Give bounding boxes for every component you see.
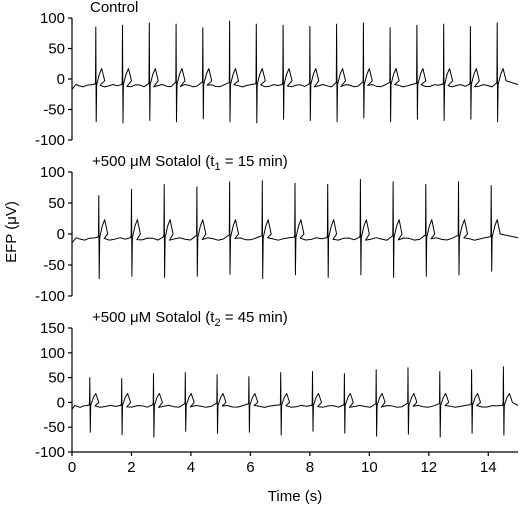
panel-title: Control [90, 0, 138, 16]
x-tick-label: 4 [187, 459, 195, 476]
y-tick-label: -50 [43, 419, 65, 436]
y-tick-label: -100 [35, 444, 65, 461]
y-tick-label: 0 [57, 226, 65, 243]
y-tick-label: -100 [35, 288, 65, 305]
x-tick-label: 10 [361, 459, 378, 476]
y-tick-label: 100 [40, 10, 65, 27]
y-tick-label: 0 [57, 394, 65, 411]
y-tick-label: 150 [40, 320, 65, 337]
x-tick-label: 6 [246, 459, 254, 476]
x-tick-label: 14 [480, 459, 497, 476]
efp-trace [71, 178, 519, 280]
y-tick-label: 0 [57, 71, 65, 88]
y-tick-label: 100 [40, 345, 65, 362]
efp-trace [71, 20, 519, 124]
x-axis-title: Time (s) [268, 488, 322, 505]
y-tick-label: -100 [35, 132, 65, 149]
panel-title: +500 μM Sotalol (t1 = 15 min) [92, 153, 288, 173]
efp-trace [71, 366, 519, 438]
y-tick-label: -50 [43, 102, 65, 119]
panel-title: +500 μM Sotalol (t2 = 45 min) [92, 309, 288, 329]
y-tick-label: -50 [43, 257, 65, 274]
x-tick-label: 2 [127, 459, 135, 476]
y-tick-label: 100 [40, 164, 65, 181]
x-tick-label: 12 [420, 459, 437, 476]
y-axis-title: EFP (μV) [3, 201, 20, 263]
x-tick-label: 0 [68, 459, 76, 476]
y-tick-label: 50 [48, 195, 65, 212]
x-tick-label: 8 [306, 459, 314, 476]
y-tick-label: 50 [48, 41, 65, 58]
y-tick-label: 50 [48, 370, 65, 387]
